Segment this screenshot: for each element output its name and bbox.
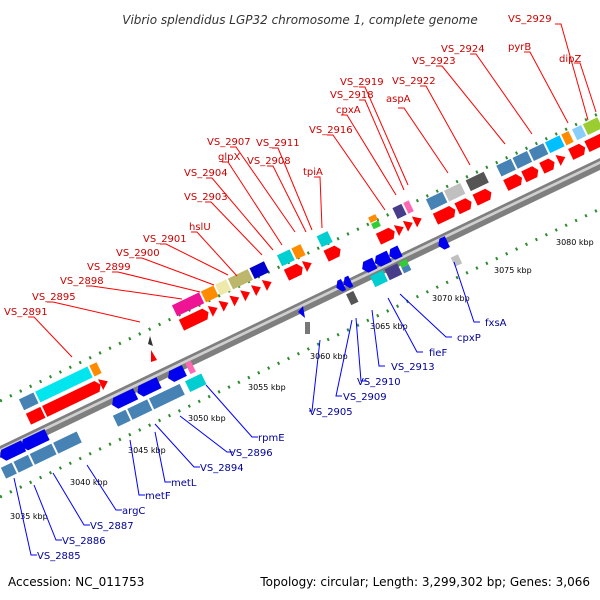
gene-block-2910-2913 [362,245,412,288]
forward-genes [18,117,600,425]
gene-label: VS_2905 [309,407,353,418]
gene-label: VS_2929 [508,14,552,25]
genome-summary: Topology: circular; Length: 3,299,302 bp… [259,575,590,589]
chromosome-backbone [0,158,600,458]
kbp-tick: 3070 kbp [432,294,470,303]
forward-gene-labels: VS_2929 pyrB dipZ VS_2924 VS_2923 VS_292… [4,14,581,318]
kbp-tick: 3055 kbp [248,383,286,392]
gene-label: VS_2916 [309,125,353,136]
gene-block-2922-2929 [425,117,600,225]
gene-label: VS_2887 [90,521,134,532]
gene-label: VS_2894 [200,463,244,474]
gene-label: VS_2908 [247,156,291,167]
gene-label: VS_2891 [4,307,48,318]
gene-label: VS_2910 [357,377,401,388]
gene-label: VS_2913 [391,362,435,373]
forward-leader-lines [28,23,597,358]
gene-block-2907-2911 [276,231,341,281]
gene-label: aspA [386,94,411,105]
map-title: Vibrio splendidus LGP32 chromosome 1, co… [122,13,477,27]
gene-label: VS_2923 [412,56,456,67]
gene-block-2885-2887 [0,429,82,479]
gene-label: VS_2922 [392,76,436,87]
reverse-tick-row [0,207,600,499]
reverse-leader-lines [13,261,480,556]
gene-label: tpiA [303,167,323,178]
kbp-ticks: 3035 kbp 3040 kbp 3045 kbp 3050 kbp 3055… [10,238,594,521]
gene-label: VS_2900 [116,248,160,259]
gene-label: dipZ [559,54,581,65]
gene-label: metL [171,478,197,489]
kbp-tick: 3080 kbp [556,238,594,247]
gene-block-2895-2904 [171,261,272,331]
gene-block-2894-2896 [112,360,207,427]
kbp-tick: 3045 kbp [128,446,166,455]
gene-label: VS_2924 [441,44,485,55]
gene-label: VS_2903 [184,192,228,203]
kbp-tick: 3040 kbp [70,478,108,487]
kbp-tick: 3060 kbp [310,352,348,361]
reverse-gene-labels: fxsA cpxP fieF VS_2913 VS_2910 VS_2909 V… [37,318,507,562]
gene-label: argC [122,506,145,517]
gene-label: fieF [429,348,447,359]
gene-label: VS_2918 [330,90,374,101]
gene-label: hslU [189,222,211,233]
gene-label: glpX [218,152,240,163]
forward-tick-row [0,111,600,403]
gene-label: VS_2911 [256,138,300,149]
gene-block-2916-2919 [368,200,422,245]
gene-label: VS_2886 [62,536,106,547]
kbp-tick: 3065 kbp [370,322,408,331]
gene-label: VS_2898 [60,276,104,287]
gene-label: pyrB [508,42,531,53]
gene-label: VS_2919 [340,77,384,88]
gene-label: VS_2885 [37,551,81,562]
gene-block-2905-2909 [336,275,359,306]
gene-label: cpxP [457,333,481,344]
gene-label: VS_2895 [32,292,76,303]
gene-label: VS_2899 [87,262,131,273]
gene-label: VS_2904 [184,168,228,179]
gene-label: VS_2909 [343,392,387,403]
reverse-genes [0,236,463,479]
gene-label: metF [145,491,171,502]
gene-label: VS_2907 [207,137,251,148]
kbp-tick: 3075 kbp [494,266,532,275]
gene-block-2891 [18,362,108,425]
kbp-tick: 3050 kbp [188,414,226,423]
gene-label: cpxA [336,105,361,116]
gene-block-fxsA [438,236,463,267]
accession-label: Accession: NC_011753 [8,575,144,589]
gene-label: rpmE [258,433,285,444]
kbp-tick: 3035 kbp [10,512,48,521]
gene-label: VS_2901 [143,234,187,245]
gene-label: VS_2896 [229,448,273,459]
gene-block-2905-small [148,306,310,362]
gene-label: fxsA [485,318,507,329]
